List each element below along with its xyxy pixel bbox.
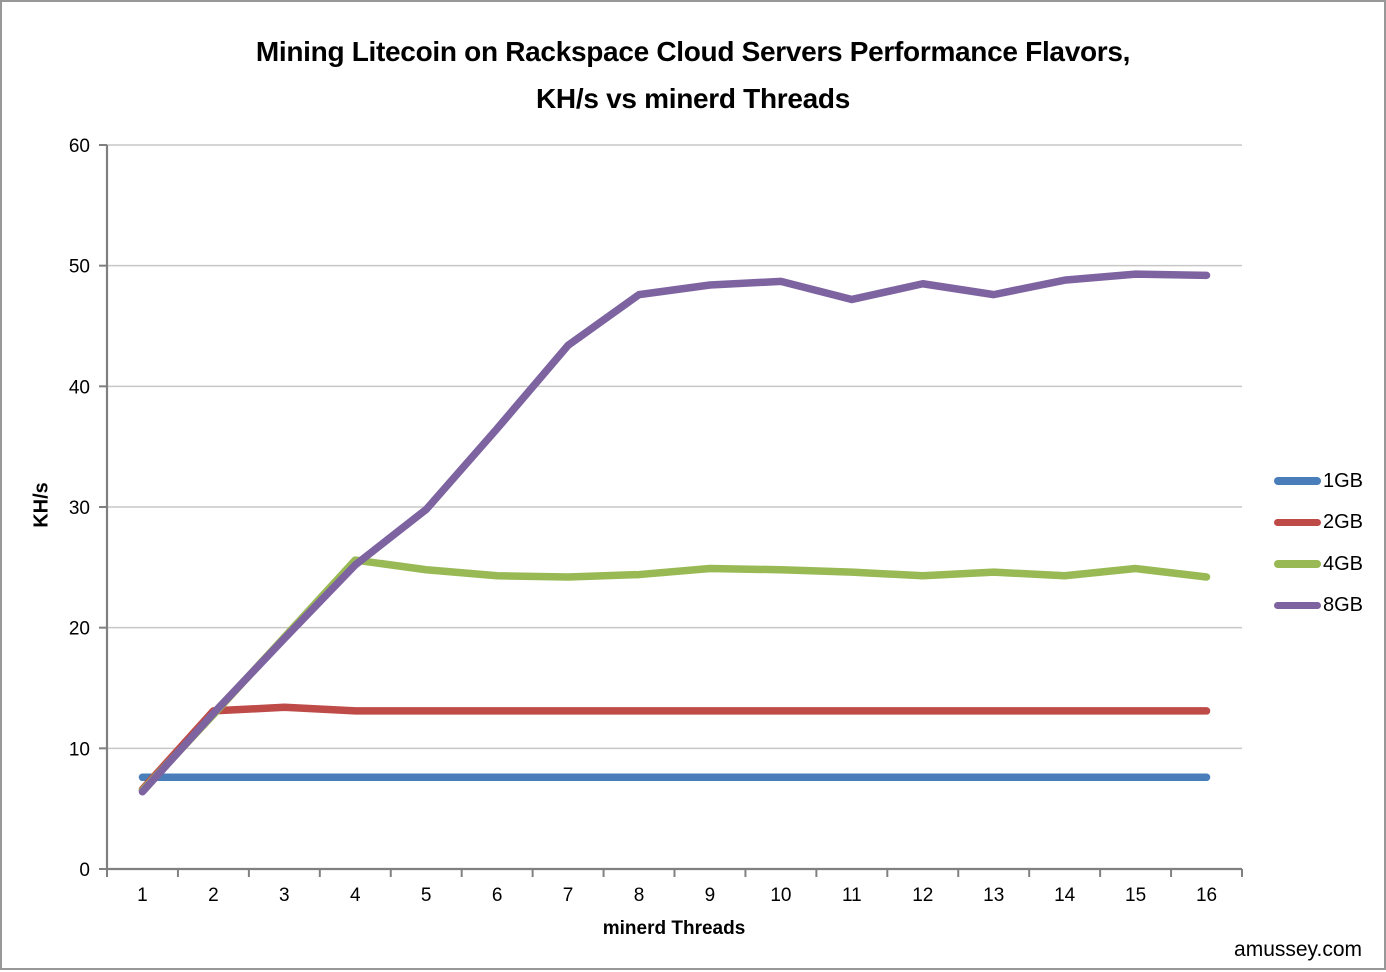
chart-title: Mining Litecoin on Rackspace Cloud Serve… — [2, 28, 1384, 122]
legend-label-8GB: 8GB — [1323, 594, 1364, 617]
x-tick-label-9: 9 — [705, 885, 716, 906]
legend-item-2GB: 2GB — [1274, 502, 1363, 544]
y-tick-label-50: 50 — [69, 257, 90, 278]
y-tick-label-30: 30 — [69, 498, 90, 519]
x-tick-label-14: 14 — [1054, 885, 1076, 906]
x-tick-label-10: 10 — [770, 885, 791, 906]
x-tick-label-5: 5 — [421, 885, 432, 906]
legend-swatch-4GB — [1274, 560, 1321, 568]
legend-item-4GB: 4GB — [1274, 543, 1363, 585]
legend-swatch-8GB — [1274, 601, 1321, 609]
x-tick-label-16: 16 — [1196, 885, 1217, 906]
legend-label-4GB: 4GB — [1323, 552, 1364, 575]
x-tick-label-11: 11 — [842, 885, 862, 906]
series-line-2GB — [138, 703, 1211, 794]
x-tick-label-4: 4 — [350, 885, 361, 906]
x-tick-label-8: 8 — [634, 885, 645, 906]
x-tick-label-7: 7 — [563, 885, 574, 906]
legend-label-1GB: 1GB — [1323, 469, 1364, 492]
legend-item-1GB: 1GB — [1274, 460, 1363, 502]
legend-label-2GB: 2GB — [1323, 511, 1364, 534]
y-tick-label-20: 20 — [69, 619, 90, 640]
chart-title-line2: KH/s vs minerd Threads — [536, 83, 850, 114]
x-tick-label-3: 3 — [279, 885, 290, 906]
x-tick-label-1: 1 — [137, 885, 148, 906]
legend-swatch-1GB — [1274, 477, 1321, 485]
series-line-8GB — [138, 270, 1211, 796]
series-line-4GB — [138, 556, 1211, 795]
legend-item-8GB: 8GB — [1274, 585, 1363, 627]
y-tick-label-0: 0 — [79, 860, 90, 881]
x-tick-label-6: 6 — [492, 885, 503, 906]
legend-swatch-2GB — [1274, 518, 1321, 526]
y-tick-label-10: 10 — [69, 739, 90, 760]
x-tick-label-12: 12 — [912, 885, 933, 906]
y-tick-label-60: 60 — [69, 136, 90, 157]
x-tick-label-15: 15 — [1125, 885, 1146, 906]
x-tick-label-13: 13 — [983, 885, 1004, 906]
chart-title-line1: Mining Litecoin on Rackspace Cloud Serve… — [255, 36, 1131, 67]
y-tick-label-40: 40 — [69, 377, 90, 398]
x-tick-label-2: 2 — [208, 885, 219, 906]
legend: 1GB 2GB 4GB 8GB — [1274, 460, 1363, 626]
watermark: amussey.com — [1234, 938, 1362, 961]
x-axis-title: minerd Threads — [602, 918, 746, 939]
